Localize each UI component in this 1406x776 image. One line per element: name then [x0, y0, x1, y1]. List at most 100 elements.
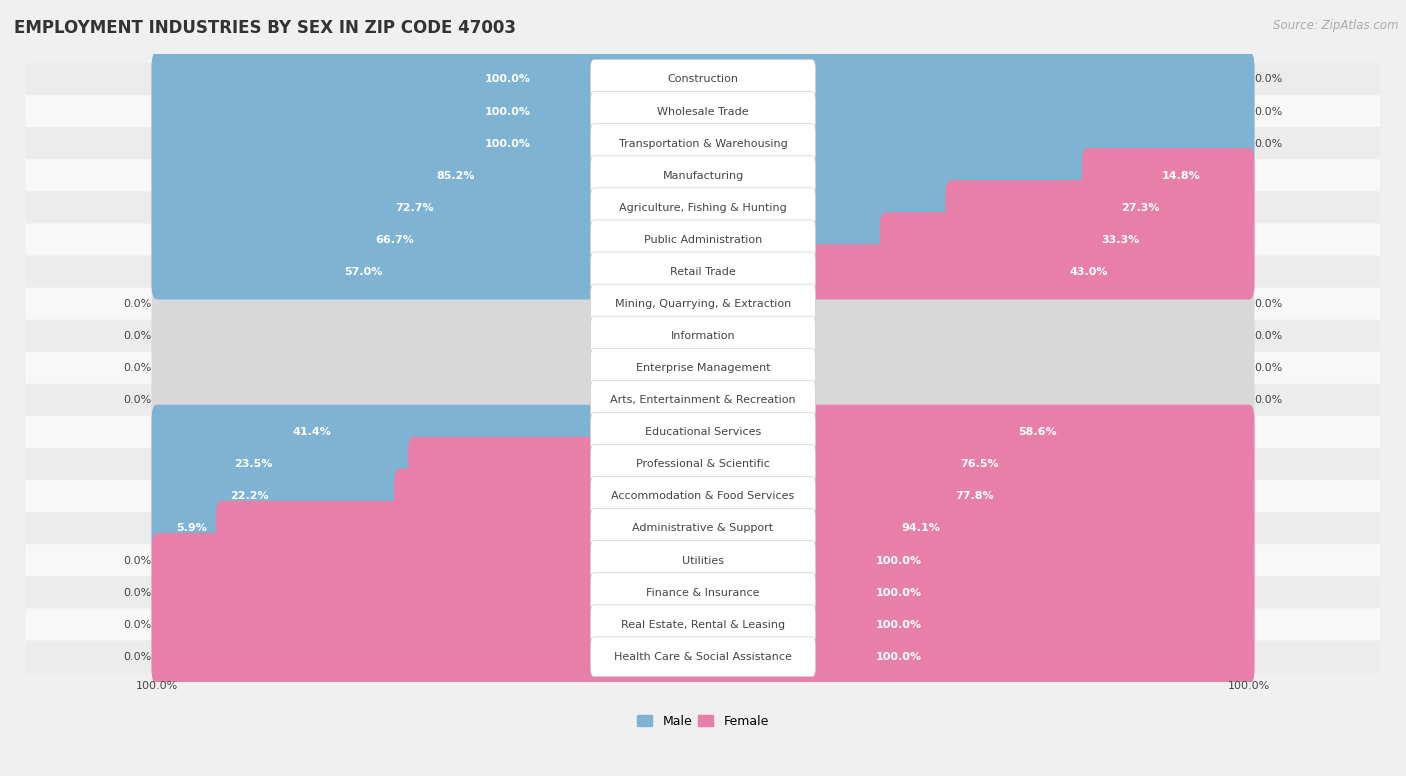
- FancyBboxPatch shape: [25, 577, 1381, 609]
- FancyBboxPatch shape: [152, 404, 1254, 460]
- FancyBboxPatch shape: [152, 629, 1254, 684]
- FancyBboxPatch shape: [25, 512, 1381, 545]
- FancyBboxPatch shape: [25, 448, 1381, 480]
- FancyBboxPatch shape: [945, 180, 1254, 235]
- FancyBboxPatch shape: [25, 223, 1381, 256]
- FancyBboxPatch shape: [152, 116, 1254, 171]
- FancyBboxPatch shape: [152, 565, 1254, 620]
- Text: Source: ZipAtlas.com: Source: ZipAtlas.com: [1274, 19, 1399, 33]
- Text: Manufacturing: Manufacturing: [662, 171, 744, 181]
- Legend: Male, Female: Male, Female: [633, 710, 773, 733]
- FancyBboxPatch shape: [25, 544, 1381, 577]
- FancyBboxPatch shape: [591, 188, 815, 227]
- FancyBboxPatch shape: [591, 412, 815, 452]
- Text: 0.0%: 0.0%: [124, 620, 152, 629]
- FancyBboxPatch shape: [152, 213, 891, 268]
- FancyBboxPatch shape: [152, 597, 1254, 653]
- Text: 0.0%: 0.0%: [1254, 106, 1282, 116]
- FancyBboxPatch shape: [591, 476, 815, 516]
- FancyBboxPatch shape: [152, 309, 1254, 364]
- Text: 100.0%: 100.0%: [485, 106, 530, 116]
- Text: 58.6%: 58.6%: [1018, 428, 1057, 437]
- FancyBboxPatch shape: [25, 159, 1381, 192]
- FancyBboxPatch shape: [152, 148, 1092, 203]
- Text: Utilities: Utilities: [682, 556, 724, 566]
- FancyBboxPatch shape: [152, 469, 405, 524]
- FancyBboxPatch shape: [152, 437, 419, 492]
- Text: Information: Information: [671, 331, 735, 341]
- FancyBboxPatch shape: [25, 352, 1381, 384]
- FancyBboxPatch shape: [591, 60, 815, 99]
- Text: 0.0%: 0.0%: [1254, 299, 1282, 309]
- FancyBboxPatch shape: [152, 341, 1254, 396]
- Text: Transportation & Warehousing: Transportation & Warehousing: [619, 139, 787, 149]
- FancyBboxPatch shape: [152, 180, 1254, 235]
- Text: 14.8%: 14.8%: [1161, 171, 1201, 181]
- Text: Professional & Scientific: Professional & Scientific: [636, 459, 770, 469]
- FancyBboxPatch shape: [591, 348, 815, 388]
- Text: Mining, Quarrying, & Extraction: Mining, Quarrying, & Extraction: [614, 299, 792, 309]
- FancyBboxPatch shape: [25, 127, 1381, 160]
- Text: 100.0%: 100.0%: [876, 652, 921, 662]
- FancyBboxPatch shape: [25, 192, 1381, 224]
- Text: 72.7%: 72.7%: [395, 203, 434, 213]
- FancyBboxPatch shape: [152, 148, 1254, 203]
- Text: Public Administration: Public Administration: [644, 235, 762, 244]
- Text: 0.0%: 0.0%: [1254, 74, 1282, 85]
- Text: 100.0%: 100.0%: [876, 556, 921, 566]
- Text: 94.1%: 94.1%: [901, 524, 941, 533]
- Text: 76.5%: 76.5%: [960, 459, 998, 469]
- FancyBboxPatch shape: [591, 156, 815, 196]
- Text: 0.0%: 0.0%: [124, 556, 152, 566]
- Text: EMPLOYMENT INDUSTRIES BY SEX IN ZIP CODE 47003: EMPLOYMENT INDUSTRIES BY SEX IN ZIP CODE…: [14, 19, 516, 37]
- Text: 100.0%: 100.0%: [876, 587, 921, 598]
- Text: Construction: Construction: [668, 74, 738, 85]
- Text: 22.2%: 22.2%: [229, 491, 269, 501]
- FancyBboxPatch shape: [152, 52, 1254, 107]
- FancyBboxPatch shape: [591, 123, 815, 164]
- FancyBboxPatch shape: [591, 380, 815, 420]
- Text: 27.3%: 27.3%: [1121, 203, 1160, 213]
- FancyBboxPatch shape: [25, 95, 1381, 128]
- FancyBboxPatch shape: [591, 445, 815, 484]
- FancyBboxPatch shape: [25, 288, 1381, 320]
- FancyBboxPatch shape: [152, 629, 1254, 684]
- FancyBboxPatch shape: [25, 320, 1381, 352]
- Text: 0.0%: 0.0%: [124, 331, 152, 341]
- FancyBboxPatch shape: [25, 63, 1381, 95]
- Text: Real Estate, Rental & Leasing: Real Estate, Rental & Leasing: [621, 620, 785, 629]
- FancyBboxPatch shape: [880, 213, 1254, 268]
- FancyBboxPatch shape: [152, 404, 614, 460]
- FancyBboxPatch shape: [152, 469, 1254, 524]
- FancyBboxPatch shape: [152, 372, 1254, 428]
- Text: 0.0%: 0.0%: [1254, 363, 1282, 373]
- FancyBboxPatch shape: [152, 84, 1254, 139]
- FancyBboxPatch shape: [152, 533, 1254, 588]
- FancyBboxPatch shape: [591, 316, 815, 356]
- FancyBboxPatch shape: [394, 469, 1254, 524]
- FancyBboxPatch shape: [152, 213, 1254, 268]
- FancyBboxPatch shape: [603, 404, 1254, 460]
- FancyBboxPatch shape: [25, 640, 1381, 673]
- FancyBboxPatch shape: [25, 608, 1381, 641]
- Text: Administrative & Support: Administrative & Support: [633, 524, 773, 533]
- FancyBboxPatch shape: [152, 276, 1254, 331]
- Text: Arts, Entertainment & Recreation: Arts, Entertainment & Recreation: [610, 395, 796, 405]
- Text: Agriculture, Fishing & Hunting: Agriculture, Fishing & Hunting: [619, 203, 787, 213]
- Text: 0.0%: 0.0%: [1254, 395, 1282, 405]
- FancyBboxPatch shape: [152, 501, 1254, 556]
- FancyBboxPatch shape: [591, 508, 815, 549]
- Text: Educational Services: Educational Services: [645, 428, 761, 437]
- Text: 100.0%: 100.0%: [485, 139, 530, 149]
- FancyBboxPatch shape: [25, 255, 1381, 288]
- Text: 5.9%: 5.9%: [176, 524, 207, 533]
- Text: 41.4%: 41.4%: [292, 428, 332, 437]
- FancyBboxPatch shape: [152, 180, 956, 235]
- Text: 43.0%: 43.0%: [1070, 267, 1108, 277]
- Text: 85.2%: 85.2%: [436, 171, 475, 181]
- FancyBboxPatch shape: [152, 533, 1254, 588]
- Text: 66.7%: 66.7%: [375, 235, 415, 244]
- FancyBboxPatch shape: [152, 244, 1254, 300]
- Text: 77.8%: 77.8%: [956, 491, 994, 501]
- Text: 23.5%: 23.5%: [233, 459, 273, 469]
